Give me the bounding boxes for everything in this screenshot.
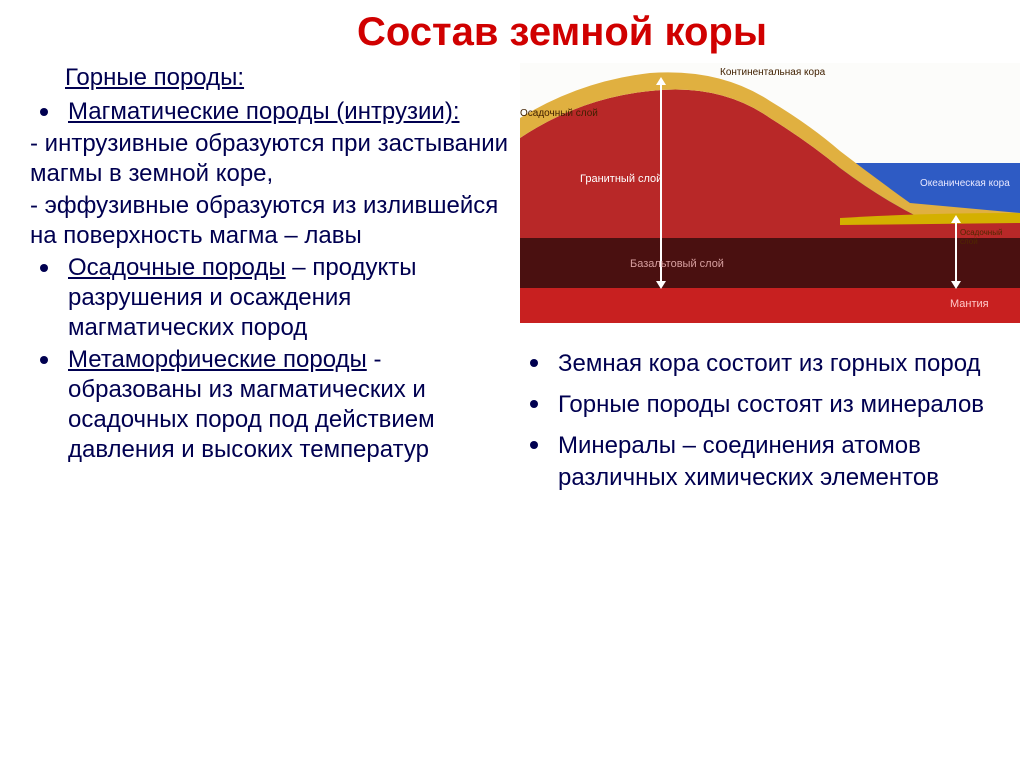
subtitle-rocks: Горные породы: xyxy=(30,63,510,93)
crust-diagram: Континентальная кора Осадочный слой Гран… xyxy=(520,63,1020,323)
label-granite: Гранитный слой xyxy=(580,173,662,185)
bullet-dot-icon xyxy=(40,356,48,364)
bullet-dot-icon xyxy=(530,359,538,367)
basalt-layer xyxy=(520,238,1020,288)
bullet-dot-icon xyxy=(40,108,48,116)
right-text-1: Земная кора состоит из горных пород xyxy=(558,348,981,379)
bullet-dot-icon xyxy=(530,400,538,408)
label-sediment: Осадочный слой xyxy=(520,108,598,119)
label-continental: Континентальная кора xyxy=(720,67,825,78)
bullet-dot-icon xyxy=(40,264,48,272)
left-column: Горные породы: Магматические породы (инт… xyxy=(30,63,510,503)
mantle-layer xyxy=(520,288,1020,323)
label-ocean-sed: Осадочный слой xyxy=(960,228,1020,246)
arrow-oceanic xyxy=(955,221,957,283)
crust-svg xyxy=(520,63,1020,323)
sedimentary-head: Осадочные породы xyxy=(68,254,286,281)
bullet-magmatic: Магматические породы (интрузии): xyxy=(40,97,510,127)
magmatic-head: Магматические породы (интрузии): xyxy=(68,97,510,127)
right-text-3: Минералы – соединения атомов различных х… xyxy=(558,430,994,492)
right-bullet-3: Минералы – соединения атомов различных х… xyxy=(530,430,994,492)
dash-intrusive: - интрузивные образуются при застывании … xyxy=(30,129,510,189)
label-mantle: Мантия xyxy=(950,298,989,310)
dash-effusive: - эффузивные образуются из излившейся на… xyxy=(30,191,510,251)
bullet-metamorphic: Метаморфические породы - образованы из м… xyxy=(40,345,510,465)
page-title: Состав земной коры xyxy=(30,10,994,55)
right-text-2: Горные породы состоят из минералов xyxy=(558,389,984,420)
right-column: Континентальная кора Осадочный слой Гран… xyxy=(520,63,994,503)
right-bullet-1: Земная кора состоит из горных пород xyxy=(530,348,994,379)
right-bullet-2: Горные породы состоят из минералов xyxy=(530,389,994,420)
label-oceanic: Океаническая кора xyxy=(920,178,1010,189)
bullet-sedimentary: Осадочные породы – продукты разрушения и… xyxy=(40,253,510,343)
metamorphic-head: Метаморфические породы xyxy=(68,346,367,373)
label-basalt: Базальтовый слой xyxy=(630,258,724,270)
bullet-dot-icon xyxy=(530,441,538,449)
